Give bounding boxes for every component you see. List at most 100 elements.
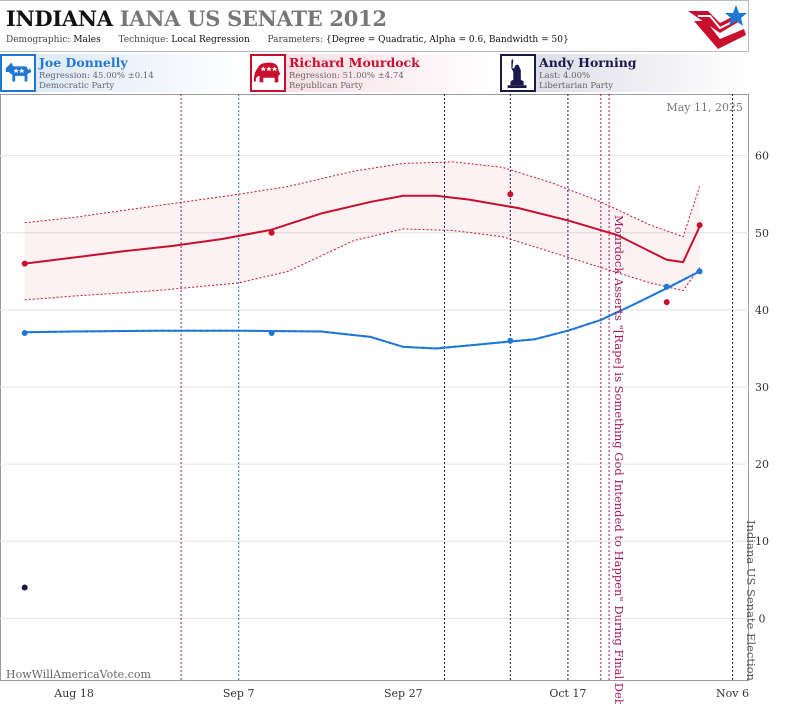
- page-title: INDIANA IANA US SENATE 2012: [6, 6, 387, 31]
- series-line-dot: [612, 312, 616, 315]
- series-line-dot: [484, 342, 487, 346]
- header-panel: INDIANA IANA US SENATE 2012 Demographic:…: [0, 0, 749, 52]
- data-point: [696, 268, 703, 275]
- series-line-dot: [441, 346, 444, 350]
- series-line-dot: [375, 337, 379, 341]
- data-point: [21, 584, 28, 591]
- y-tick-label: 10: [755, 535, 769, 548]
- x-tick-label: Sep 7: [223, 687, 255, 700]
- candidate-card-dem: Joe Donnelly Regression: 45.00% ±0.14 De…: [0, 54, 248, 92]
- series-line-dot: [288, 329, 291, 333]
- series-line-dot: [60, 330, 63, 333]
- series-line-dot: [66, 330, 70, 333]
- y-tick-label: 40: [755, 304, 769, 317]
- series-line-dot: [307, 330, 310, 333]
- series-line-dot: [42, 330, 45, 334]
- series-line-dot: [117, 329, 120, 333]
- series-line-dot: [319, 330, 323, 333]
- series-line-dot: [490, 342, 493, 345]
- data-point: [268, 330, 275, 337]
- series-line-dot: [237, 329, 240, 332]
- data-point: [21, 260, 28, 267]
- liberty-statue-icon: [500, 54, 536, 92]
- series-line-dot: [639, 300, 642, 303]
- y-tick-label: 60: [755, 150, 769, 163]
- series-line-dot: [161, 329, 164, 332]
- series-line-dot: [256, 329, 259, 333]
- series-line-dot: [338, 332, 341, 335]
- x-tick-label: Aug 18: [53, 687, 94, 700]
- x-tick-label: Oct 17: [549, 687, 586, 700]
- y-tick-label: 50: [755, 227, 769, 240]
- title-race: US SENATE 2012: [187, 6, 387, 31]
- series-line-dot: [369, 335, 372, 339]
- parameters-value: {Degree = Quadratic, Alpha = 0.6, Bandwi…: [325, 35, 569, 45]
- series-line-dot: [350, 333, 354, 337]
- series-line: [24, 194, 701, 265]
- series-line-dot: [472, 343, 475, 347]
- data-point: [663, 283, 670, 290]
- series-line-dot: [672, 283, 675, 287]
- technique-value: Local Regression: [171, 35, 250, 45]
- band-upper-line: [24, 161, 701, 238]
- series-line-dot: [300, 330, 304, 333]
- series-line-dot: [48, 330, 51, 334]
- series-line-dot: [402, 345, 405, 349]
- series-line-dot: [155, 329, 158, 332]
- confidence-band: [24, 161, 700, 300]
- event-annotation: Indiana US Senate Election: [744, 520, 758, 682]
- series-line-dot: [98, 330, 101, 333]
- series-line-dot: [85, 330, 88, 333]
- series-line-dot: [231, 329, 234, 332]
- candidate-stat-dem: Regression: 45.00% ±0.14: [39, 71, 154, 81]
- series-line-dot: [136, 329, 139, 333]
- series-line-dot: [199, 329, 202, 332]
- y-tick-label: 20: [755, 458, 769, 471]
- data-point: [663, 299, 670, 306]
- series-line-dot: [540, 336, 543, 339]
- series-line-dot: [560, 331, 563, 334]
- series-line-dot: [553, 332, 556, 336]
- series-line-dot: [193, 329, 196, 332]
- data-point: [21, 330, 28, 337]
- data-point: [268, 229, 275, 236]
- series-line-dot: [91, 330, 95, 333]
- series-line-dot: [129, 329, 133, 333]
- series-line-dot: [180, 329, 183, 332]
- series-line-dot: [382, 339, 385, 343]
- series-line-dot: [465, 344, 469, 347]
- series-line-dot: [281, 329, 285, 333]
- series-line-dot: [459, 344, 463, 348]
- title-state: INDIANA: [6, 6, 113, 31]
- series-line-dot: [224, 329, 228, 332]
- parameters-line: Demographic: Males Technique: Local Regr…: [6, 35, 569, 45]
- series-line-dot: [212, 329, 215, 332]
- series-line-dot: [408, 346, 412, 349]
- series-line-dot: [606, 315, 609, 319]
- series-line-dot: [313, 330, 316, 333]
- series-line-dot: [142, 329, 145, 333]
- series-line-dot: [174, 329, 177, 332]
- demographic-value: Males: [73, 35, 101, 45]
- series-line-dot: [110, 329, 114, 333]
- series-line-dot: [599, 318, 603, 322]
- data-point: [696, 222, 703, 229]
- y-tick-label: 30: [755, 381, 769, 394]
- series-line-dot: [573, 327, 576, 330]
- event-annotation: Mourdock Asserts "[Rape] is Something Go…: [612, 215, 626, 704]
- candidate-card-rep: Richard Mourdock Regression: 51.00% ±4.7…: [250, 54, 498, 92]
- series-line-dot: [388, 341, 392, 345]
- series-line-dot: [205, 329, 209, 332]
- series-line-dot: [478, 343, 481, 346]
- x-tick-label: Sep 27: [384, 687, 423, 700]
- credit-label: HowWillAmericaVote.com: [6, 668, 151, 681]
- series-line-dot: [447, 346, 450, 349]
- series-line-dot: [54, 330, 57, 333]
- series-line-dot: [527, 338, 531, 341]
- series-line-dot: [619, 309, 622, 312]
- series-line-dot: [521, 339, 524, 342]
- series-line-dot: [566, 329, 570, 332]
- series-line-dot: [275, 329, 278, 333]
- candidate-party-rep: Republican Party: [289, 81, 363, 91]
